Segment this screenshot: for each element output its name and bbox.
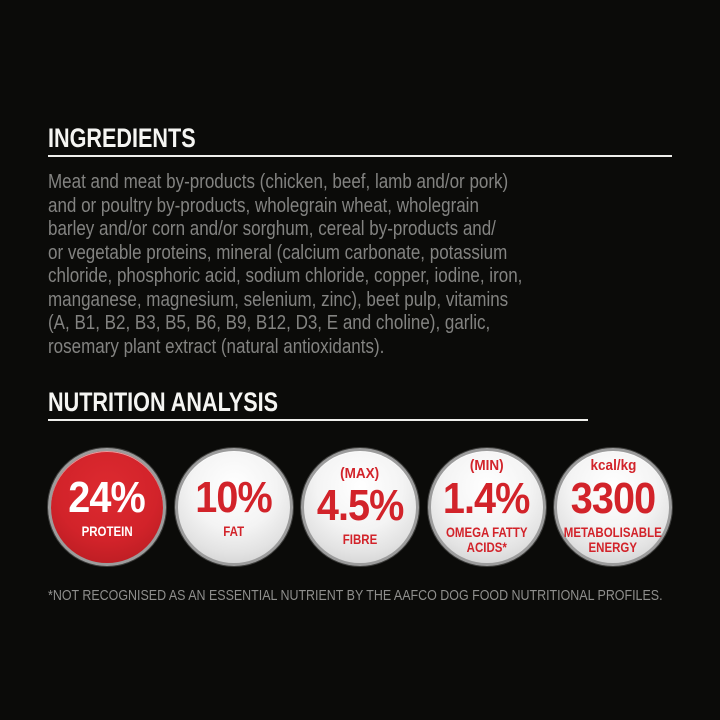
ingredients-heading-text: INGREDIENTS [48,123,196,153]
badge-protein: 24% PROTEIN [48,448,166,566]
badge-fat: 10% FAT [174,448,293,566]
nutrition-heading-text: NUTRITION ANALYSIS [48,387,279,417]
badge-fibre-value: 4.5% [316,481,405,531]
badge-fat-value: 10% [195,473,272,523]
ingredients-line: Meat and meat by-products (chicken, beef… [48,171,509,193]
badge-fat-label: FAT [223,523,244,540]
ingredients-divider [48,155,672,157]
ingredients-line: (A, B1, B2, B3, B5, B6, B9, B12, D3, E a… [48,312,491,334]
ingredients-line: and or poultry by-products, wholegrain w… [48,194,479,217]
nutrition-section: NUTRITION ANALYSIS 24% PROTEIN 10% FAT (… [48,389,672,605]
badge-omega-fatty-acids: (MIN) 1.4% OMEGA FATTY ACIDS* [427,448,546,566]
ingredients-text: Meat and meat by-products (chicken, beef… [48,171,672,359]
badge-fibre: (MAX) 4.5% FIBRE [301,448,419,566]
ingredients-line: chloride, phosphoric acid, sodium chlori… [48,265,523,287]
ingredients-line: barley and/or corn and/or sorghum, cerea… [48,218,496,240]
badge-protein-value: 24% [68,473,146,523]
ingredients-heading: INGREDIENTS [48,125,672,152]
footnote: *NOT RECOGNISED AS AN ESSENTIAL NUTRIENT… [48,587,672,605]
badge-energy-qualifier: kcal/kg [590,457,636,475]
badge-fibre-qualifier: (MAX) [340,464,380,482]
nutrition-heading: NUTRITION ANALYSIS [48,389,672,416]
nutrition-divider [48,419,588,421]
badge-fibre-label: FIBRE [342,531,378,548]
pack-info-panel: INGREDIENTS Meat and meat by-products (c… [48,0,672,605]
footnote-text: *NOT RECOGNISED AS AN ESSENTIAL NUTRIENT… [48,587,663,604]
ingredients-line: or vegetable proteins, mineral (calcium … [48,241,508,264]
ingredients-section: INGREDIENTS Meat and meat by-products (c… [48,125,672,359]
badge-energy-value: 3300 [570,473,656,523]
nutrition-badges-row: 24% PROTEIN 10% FAT (MAX) 4.5% FIBRE (MI… [48,448,672,566]
badge-omega-value: 1.4% [443,473,531,523]
badge-omega-qualifier: (MIN) [469,457,504,475]
badge-omega-label: OMEGA FATTY ACIDS* [445,523,528,556]
badge-energy-label: METABOLISABLE ENERGY [564,523,663,556]
badge-protein-label: PROTEIN [81,523,133,540]
ingredients-line: rosemary plant extract (natural antioxid… [48,335,385,358]
badge-metabolisable-energy: kcal/kg 3300 METABOLISABLE ENERGY [554,448,672,566]
ingredients-line: manganese, magnesium, selenium, zinc), b… [48,288,509,311]
